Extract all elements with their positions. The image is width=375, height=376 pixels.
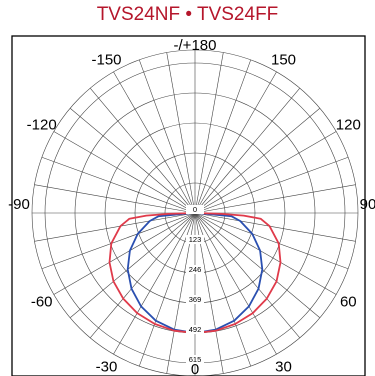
- angle-label: -90: [8, 196, 30, 213]
- angle-spoke: [138, 59, 196, 214]
- angle-spoke: [34, 184, 196, 214]
- angle-spoke: [89, 212, 196, 339]
- angle-spoke: [194, 212, 337, 295]
- radial-tick-bg: [186, 205, 204, 214]
- angle-spoke: [194, 184, 356, 214]
- polar-labels: 0 123 246 369 492 615 -/+180 -150 150 -120 120 -90 9…: [8, 37, 375, 376]
- angle-label: 90: [360, 196, 375, 213]
- angle-spoke: [194, 212, 321, 319]
- radial-tick-label: 615: [189, 355, 202, 364]
- radial-tick-bg: [186, 235, 204, 244]
- angle-spoke: [138, 212, 196, 367]
- angle-spoke: [194, 87, 301, 214]
- angle-label: 60: [340, 294, 357, 311]
- angle-spoke: [194, 212, 301, 339]
- angle-spoke: [69, 212, 196, 319]
- angle-spoke: [53, 131, 196, 214]
- angle-label: -60: [31, 294, 53, 311]
- radial-tick-label: 123: [189, 235, 202, 244]
- angle-spoke: [41, 212, 196, 270]
- angle-spoke: [166, 52, 196, 214]
- angle-spoke: [194, 212, 252, 367]
- angle-label: 120: [336, 117, 361, 134]
- angle-spoke: [89, 87, 196, 214]
- angle-label: 150: [271, 52, 296, 69]
- angle-spoke: [194, 107, 321, 214]
- angle-spoke: [194, 212, 277, 355]
- angle-spoke: [113, 212, 196, 355]
- angle-label: -120: [27, 117, 57, 134]
- angle-spoke: [194, 212, 356, 242]
- angle-spoke: [194, 156, 349, 214]
- angle-spoke: [194, 71, 277, 214]
- angle-spoke: [69, 107, 196, 214]
- radial-tick-label: 369: [189, 295, 202, 304]
- radial-tick-bg: [186, 325, 204, 334]
- chart-title: TVS24NF • TVS24FF: [96, 4, 279, 25]
- chart-frame: [11, 35, 366, 376]
- angle-spoke: [113, 71, 196, 214]
- angle-spoke: [53, 212, 196, 295]
- angle-spoke: [194, 131, 337, 214]
- radial-tick-bg: [186, 355, 204, 364]
- radial-tick-bg: [186, 295, 204, 304]
- angle-label: -/+180: [174, 37, 217, 54]
- angle-spoke: [41, 156, 196, 214]
- radial-tick-label: 246: [189, 265, 202, 274]
- angle-label: 30: [275, 358, 292, 375]
- angle-spoke: [34, 212, 196, 242]
- radial-tick-label: 492: [189, 325, 202, 334]
- angle-spoke: [194, 52, 224, 214]
- radial-tick-label: 0: [193, 205, 197, 214]
- angle-spoke: [194, 212, 349, 270]
- angle-label: -150: [91, 52, 121, 69]
- angle-spoke: [194, 59, 252, 214]
- angle-label: -30: [96, 358, 118, 375]
- radial-tick-bg: [186, 265, 204, 274]
- angle-label: 0: [191, 361, 199, 376]
